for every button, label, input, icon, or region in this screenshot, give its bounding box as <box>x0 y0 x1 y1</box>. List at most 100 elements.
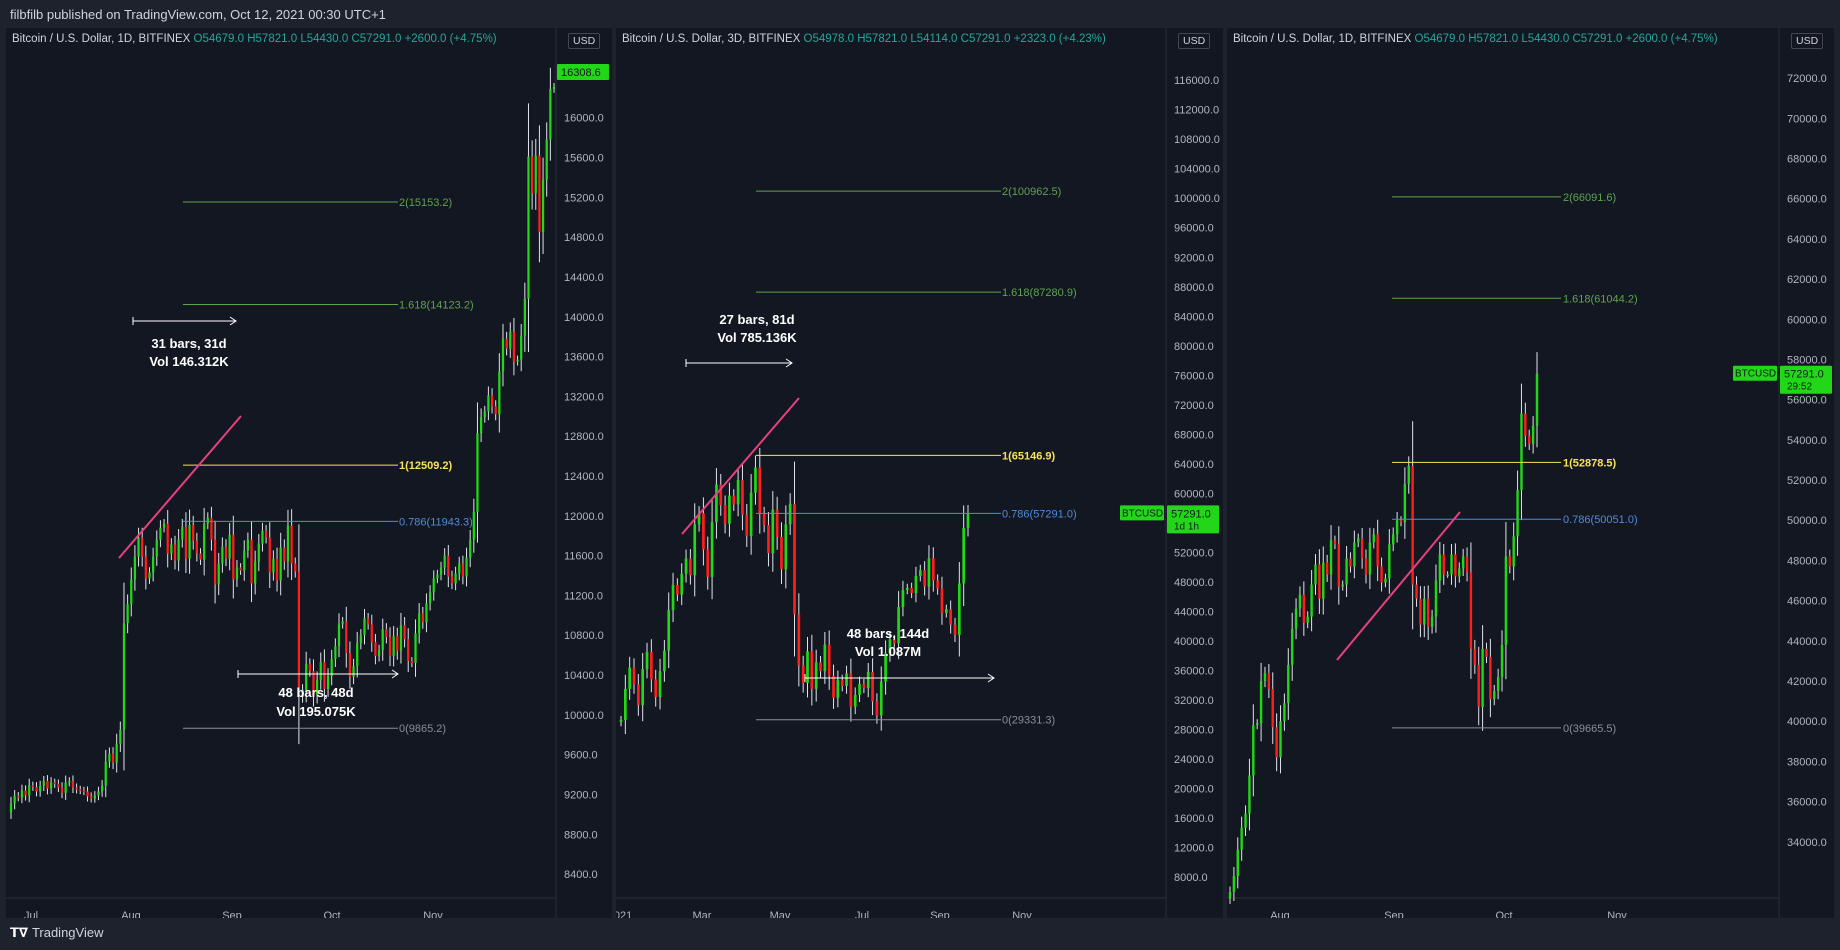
candle-body <box>771 509 775 554</box>
candle-body <box>1287 664 1290 704</box>
fib-level-label: 1(52878.5) <box>1563 457 1617 469</box>
candle-body <box>235 567 239 580</box>
chart-3-currency-button[interactable]: USD <box>1791 33 1824 49</box>
candle-body <box>1461 556 1465 569</box>
chart-2-change: +2323.0 (+4.23%) <box>1013 33 1106 45</box>
trend-line <box>681 397 800 535</box>
x-tick-label: Jul <box>855 910 869 918</box>
y-tick-label: 14000.0 <box>564 312 604 324</box>
candle-body <box>392 636 395 657</box>
y-tick-label: 36000.0 <box>1787 797 1827 809</box>
candle-body <box>1516 490 1519 537</box>
candle-body <box>465 557 468 577</box>
candle-body <box>1508 556 1512 567</box>
candle-body <box>407 639 410 662</box>
candle-body <box>619 719 623 723</box>
x-tick-label: Oct <box>323 910 340 918</box>
chart-panel-3[interactable]: 72000.0 70000.0 68000.0 66000.0 64000.0 62000… <box>1227 28 1834 918</box>
chart-1-header: Bitcoin / U.S. Dollar, 1D, BITFINEX O546… <box>12 33 497 45</box>
candle-body <box>1240 827 1243 850</box>
y-tick-label: 10800.0 <box>564 630 604 642</box>
candle-body <box>879 681 883 716</box>
candle-body <box>199 553 202 560</box>
y-tick-label: 40000.0 <box>1174 636 1214 648</box>
candle-body <box>115 743 118 763</box>
chart-2-low: L54114.0 <box>910 33 958 45</box>
candle-body <box>13 795 16 804</box>
candle-body <box>436 574 439 579</box>
chart-2-canvas[interactable]: 116000.0 112000.0 108000.0 104000.0 100000.0… <box>616 28 1223 918</box>
candle-body <box>918 570 922 577</box>
candle-body <box>814 662 818 689</box>
candle-body <box>520 335 523 360</box>
tradingview-logo[interactable]: 𝗧∇ TradingView <box>10 925 104 940</box>
candle-body <box>654 679 658 698</box>
candle-body <box>1524 413 1527 436</box>
candle-body <box>723 505 727 524</box>
candle-body <box>257 543 260 562</box>
candle-body <box>341 621 344 625</box>
candle-body <box>732 495 736 505</box>
candle-body <box>195 540 198 554</box>
candle-body <box>1349 558 1352 567</box>
candle-body <box>1399 520 1403 523</box>
candle-body <box>1477 664 1480 708</box>
chart-1-title: Bitcoin / U.S. Dollar, 1D, BITFINEX <box>12 33 191 45</box>
x-tick-label: Aug <box>1270 910 1290 918</box>
candle-body <box>1407 465 1410 485</box>
candle-body <box>1465 556 1469 573</box>
chart-1-currency-button[interactable]: USD <box>568 33 601 49</box>
candle-body <box>17 795 20 798</box>
candle-body <box>801 665 805 684</box>
symbol-tag-box <box>1733 365 1777 381</box>
chart-2-currency-button[interactable]: USD <box>1178 33 1211 49</box>
candle-body <box>385 629 388 638</box>
candle-body <box>1302 594 1306 623</box>
candle-body <box>148 572 151 579</box>
y-tick-label: 14400.0 <box>564 272 604 284</box>
candle-body <box>301 689 304 697</box>
candle-body <box>60 787 64 793</box>
candle-body <box>866 671 870 689</box>
chart-1-canvas[interactable]: 16000.0 15600.0 15200.0 14800.0 14400.0 14000… <box>6 28 612 918</box>
candle-body <box>1434 580 1438 617</box>
candle-body <box>1512 536 1515 567</box>
candle-body <box>541 179 545 233</box>
last-price-tag: 57291.029:52 BTCUSD <box>1733 365 1832 394</box>
chart-3-canvas[interactable]: 72000.0 70000.0 68000.0 66000.0 64000.0 62000… <box>1227 28 1834 918</box>
y-tick-label: 13600.0 <box>564 352 604 364</box>
last-price-tag-box <box>1780 365 1832 394</box>
candle-body <box>1446 574 1449 576</box>
chart-panel-2[interactable]: 116000.0 112000.0 108000.0 104000.0 100000.0… <box>616 28 1223 918</box>
fib-level-label: 0.786(57291.0) <box>1002 508 1077 520</box>
candle-body <box>297 571 301 697</box>
y-tick-label: 60000.0 <box>1787 314 1827 326</box>
candle-body <box>283 547 286 562</box>
fib-level-label: 0(9865.2) <box>399 723 446 735</box>
candle-body <box>689 558 692 576</box>
y-tick-label: 60000.0 <box>1174 488 1214 500</box>
y-tick-label: 12000.0 <box>564 511 604 523</box>
y-tick-label: 66000.0 <box>1787 194 1827 206</box>
candle-body <box>897 607 900 644</box>
candle-body <box>1388 544 1391 579</box>
candle-body <box>1372 534 1375 543</box>
y-tick-label: 13200.0 <box>564 391 604 403</box>
candle-body <box>1520 413 1523 491</box>
candle-body <box>736 480 740 505</box>
chart-3-title: Bitcoin / U.S. Dollar, 1D, BITFINEX <box>1233 33 1412 45</box>
candle-body <box>476 433 479 512</box>
candle-body <box>1481 648 1484 708</box>
chart-panel-1[interactable]: 16000.0 15600.0 15200.0 14800.0 14400.0 14000… <box>6 28 612 918</box>
y-tick-label: 108000.0 <box>1174 134 1220 146</box>
candle-body <box>1294 608 1298 629</box>
candle-body <box>46 781 49 789</box>
candle-body <box>853 694 857 707</box>
candle-body <box>326 676 330 689</box>
candle-body <box>1450 554 1453 575</box>
candles-group <box>9 67 556 819</box>
candle-body <box>1500 644 1504 677</box>
range-arrow-head <box>987 673 995 683</box>
candle-body <box>177 539 180 561</box>
candle-body <box>414 633 417 664</box>
